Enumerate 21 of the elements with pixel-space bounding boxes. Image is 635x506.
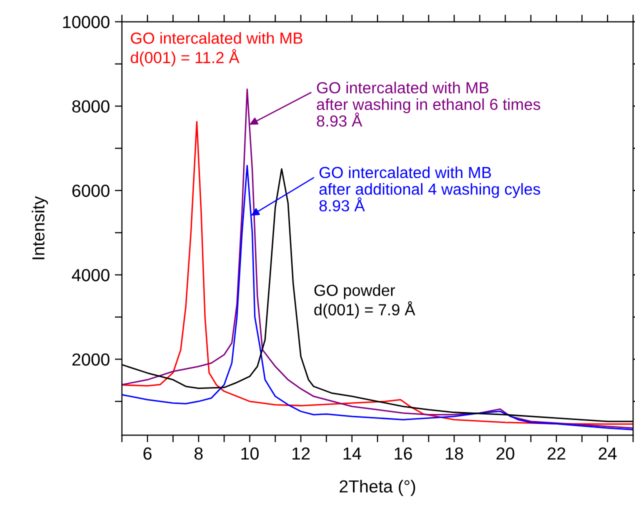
y-tick-label: 10000 bbox=[63, 16, 110, 28]
x-axis-title: 2Theta (°) bbox=[340, 480, 416, 496]
x-tick-label: 20 bbox=[496, 447, 514, 460]
x-tick-label: 6 bbox=[144, 447, 152, 460]
y-tick-label: 4000 bbox=[72, 269, 110, 282]
legend-label: GO intercalated with MB after washing in ethanol 6 times 8.93 Å bbox=[316, 82, 540, 127]
x-tick-label: 16 bbox=[394, 447, 412, 460]
text: GO intercalated with MB d(001) = 11.2 Å bbox=[130, 32, 302, 66]
y-tick-label: 2000 bbox=[72, 353, 110, 366]
x-tick-label: 14 bbox=[344, 448, 362, 460]
y-tick-label: 8000 bbox=[72, 100, 110, 113]
x-tick-label: 18 bbox=[446, 447, 464, 460]
x-tick-label: 8 bbox=[194, 447, 203, 460]
y-axis-title: Intensity bbox=[32, 196, 48, 260]
x-tick-label: 12 bbox=[292, 447, 310, 460]
y-tick-label: 6000 bbox=[72, 184, 110, 197]
x-tick-label: 24 bbox=[598, 447, 617, 460]
x-tick-label: 10 bbox=[241, 447, 259, 460]
x-tick-label: 22 bbox=[548, 447, 566, 460]
series-label: GO powder d(001) = 7.9 Å bbox=[314, 284, 416, 319]
legend-label: GO intercalated with MB after additional 4 washing cyles 8.93 Å bbox=[319, 166, 540, 212]
